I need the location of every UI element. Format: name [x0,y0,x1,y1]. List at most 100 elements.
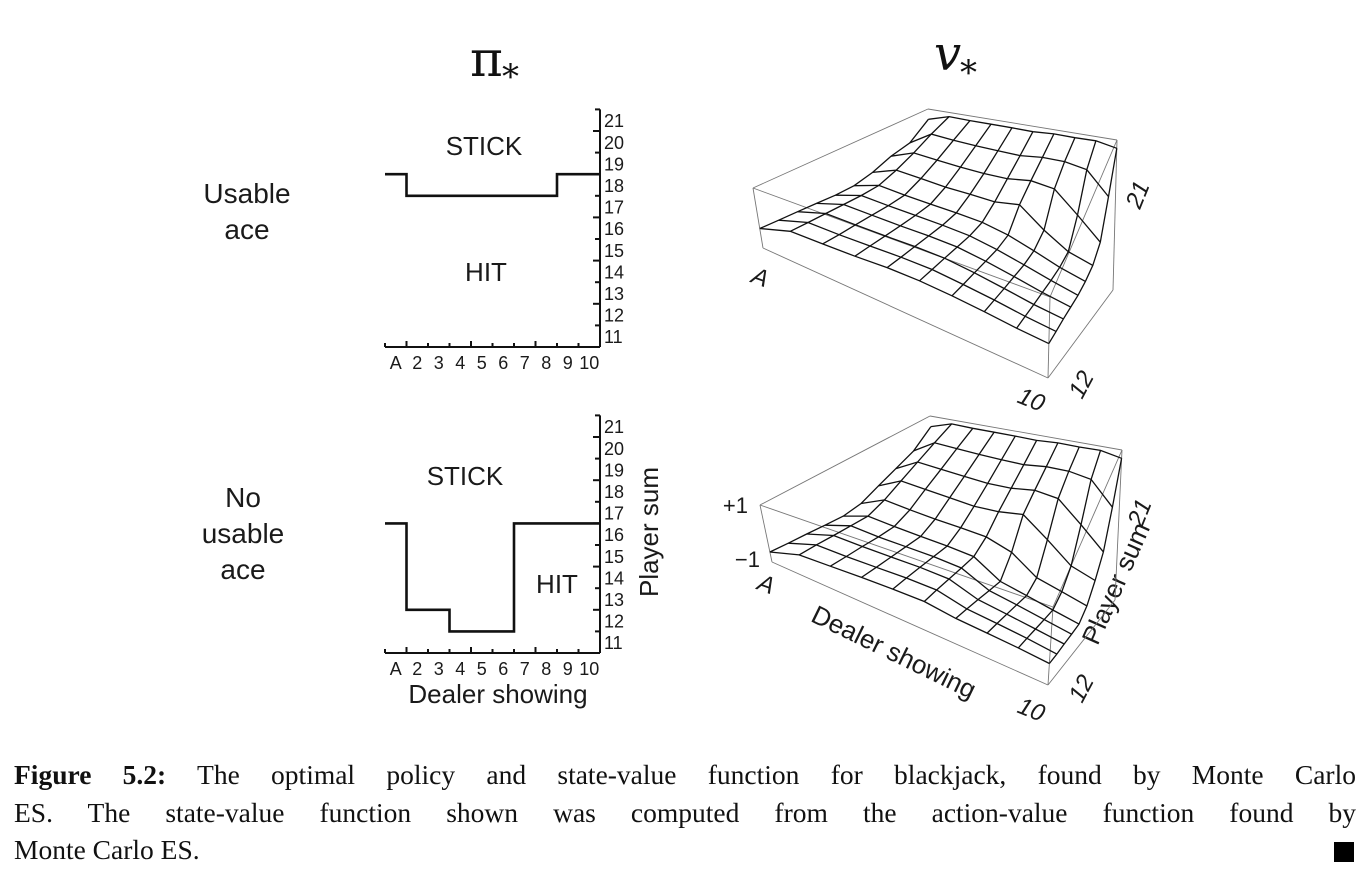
policy-boundary-line [385,522,600,633]
surface-gridline-dealer [798,423,953,556]
hit-label-upper: HIT [465,257,507,287]
surface-z-minus1-label: −1 [735,547,760,572]
box-edge [1049,139,1118,298]
surface-lower-xlabel: Dealer showing [807,599,981,705]
value-title-subscript: * [960,53,977,93]
surface-gridline-dealer [1017,450,1102,649]
x-tick-label: 6 [498,659,508,679]
row-label-usable: Usable [203,178,290,209]
y-tick-label: 20 [604,439,624,459]
x-tick-label: 8 [541,659,551,679]
surface-upper-twentyone-label: 21 [1120,177,1155,213]
y-tick-label: 17 [604,504,624,524]
policy-title-subscript: * [502,57,519,97]
surface-gridline-player-sum [895,461,1104,553]
box-edge [752,187,764,249]
x-tick-label: 2 [412,659,422,679]
value-title: v [934,26,961,82]
surface-gridline-dealer [983,137,1076,313]
value-surface-usable-ace [752,108,1118,379]
x-tick-label: 5 [477,659,487,679]
end-of-figure-square [1334,842,1354,862]
box-edge [759,504,773,563]
row-label-no: No [225,482,261,513]
y-tick-label: 17 [604,198,624,218]
y-tick-label: 15 [604,241,624,261]
y-tick-label: 18 [604,482,624,502]
box-edge [752,187,1051,298]
surface-upper-ace-label: A [746,262,772,294]
surface-gridline-player-sum [872,169,1094,266]
y-tick-label: 11 [604,633,623,653]
surface-gridline-dealer [886,127,1013,269]
surface-gridline-dealer [1016,140,1097,329]
x-tick-label: 4 [455,659,465,679]
surface-gridline-player-sum [769,551,1050,665]
box-edge [1047,599,1116,686]
surface-lower-ace-label: A [752,569,778,601]
surface-gridline-player-sum [759,227,1050,345]
surface-upper-twelve-label: 12 [1063,367,1099,403]
surface-gridline-dealer [1048,148,1118,344]
value-surface-no-usable-ace [759,415,1123,686]
row-label-ace-2: ace [220,554,265,585]
surface-gridline-player-sum [797,211,1064,320]
surface-gridline-dealer [854,123,992,257]
surface-gridline-dealer [923,440,1038,602]
surface-gridline-player-sum [835,194,1079,296]
caption-line-3: Monte Carlo ES. [14,834,200,865]
x-tick-label: 3 [434,659,444,679]
surface-gridline-dealer [861,431,995,578]
surface-gridline-player-sum [824,524,1072,635]
x-tick-label: 10 [579,659,599,679]
x-tick-label: 7 [520,353,530,373]
surface-gridline-dealer [790,116,950,232]
x-tick-label: 2 [412,353,422,373]
row-label-usable-2: usable [202,518,285,549]
y-tick-label: 19 [604,154,624,174]
x-tick-label: A [390,353,402,373]
figure: π * v * Usable ace No usable ace STICK H… [202,26,1158,728]
surface-gridline-dealer [892,435,1016,590]
x-tick-label: 10 [579,353,599,373]
surface-z-plus1-label: +1 [723,493,748,518]
box-edge [752,108,929,189]
x-tick-label: A [390,659,402,679]
surface-gridline-player-sum [928,115,1118,149]
box-edge [759,504,1054,608]
x-tick-label: 7 [520,659,530,679]
policy-ylabel: Player sum [634,467,664,597]
x-tick-label: 5 [477,353,487,373]
box-edge [1052,449,1123,608]
surface-gridline-player-sum [861,499,1088,607]
box-edge [762,247,1049,379]
surface-gridline-dealer [955,442,1059,619]
stick-label-upper: STICK [446,131,523,161]
surface-gridline-player-sum [816,202,1071,308]
box-edge [1047,296,1051,379]
figure-caption: Figure 5.2: The optimal policy and state… [14,756,1356,869]
y-tick-label: 21 [604,417,624,437]
box-edge [1047,289,1114,379]
x-tick-label: 9 [563,353,573,373]
surface-gridline-dealer [769,426,932,553]
box-edge [927,108,1118,141]
caption-label: Figure 5.2: [14,759,167,790]
surface-gridline-dealer [759,118,929,230]
surface-gridline-player-sum [788,542,1058,655]
caption-line-2: ES. The state-value function shown was c… [14,796,1356,828]
surface-gridline-player-sum [913,442,1113,508]
row-label-ace: ace [224,214,269,245]
stick-label-lower: STICK [427,461,504,491]
x-tick-label: 3 [434,353,444,373]
surface-gridline-dealer [822,120,971,245]
x-tick-label: 8 [541,353,551,373]
y-tick-label: 11 [604,327,623,347]
box-edge [929,415,1123,451]
surface-gridline-player-sum [854,184,1086,282]
box-edge [1112,139,1118,291]
y-tick-label: 16 [604,525,624,545]
y-tick-label: 18 [604,176,624,196]
surface-gridline-player-sum [806,533,1065,645]
